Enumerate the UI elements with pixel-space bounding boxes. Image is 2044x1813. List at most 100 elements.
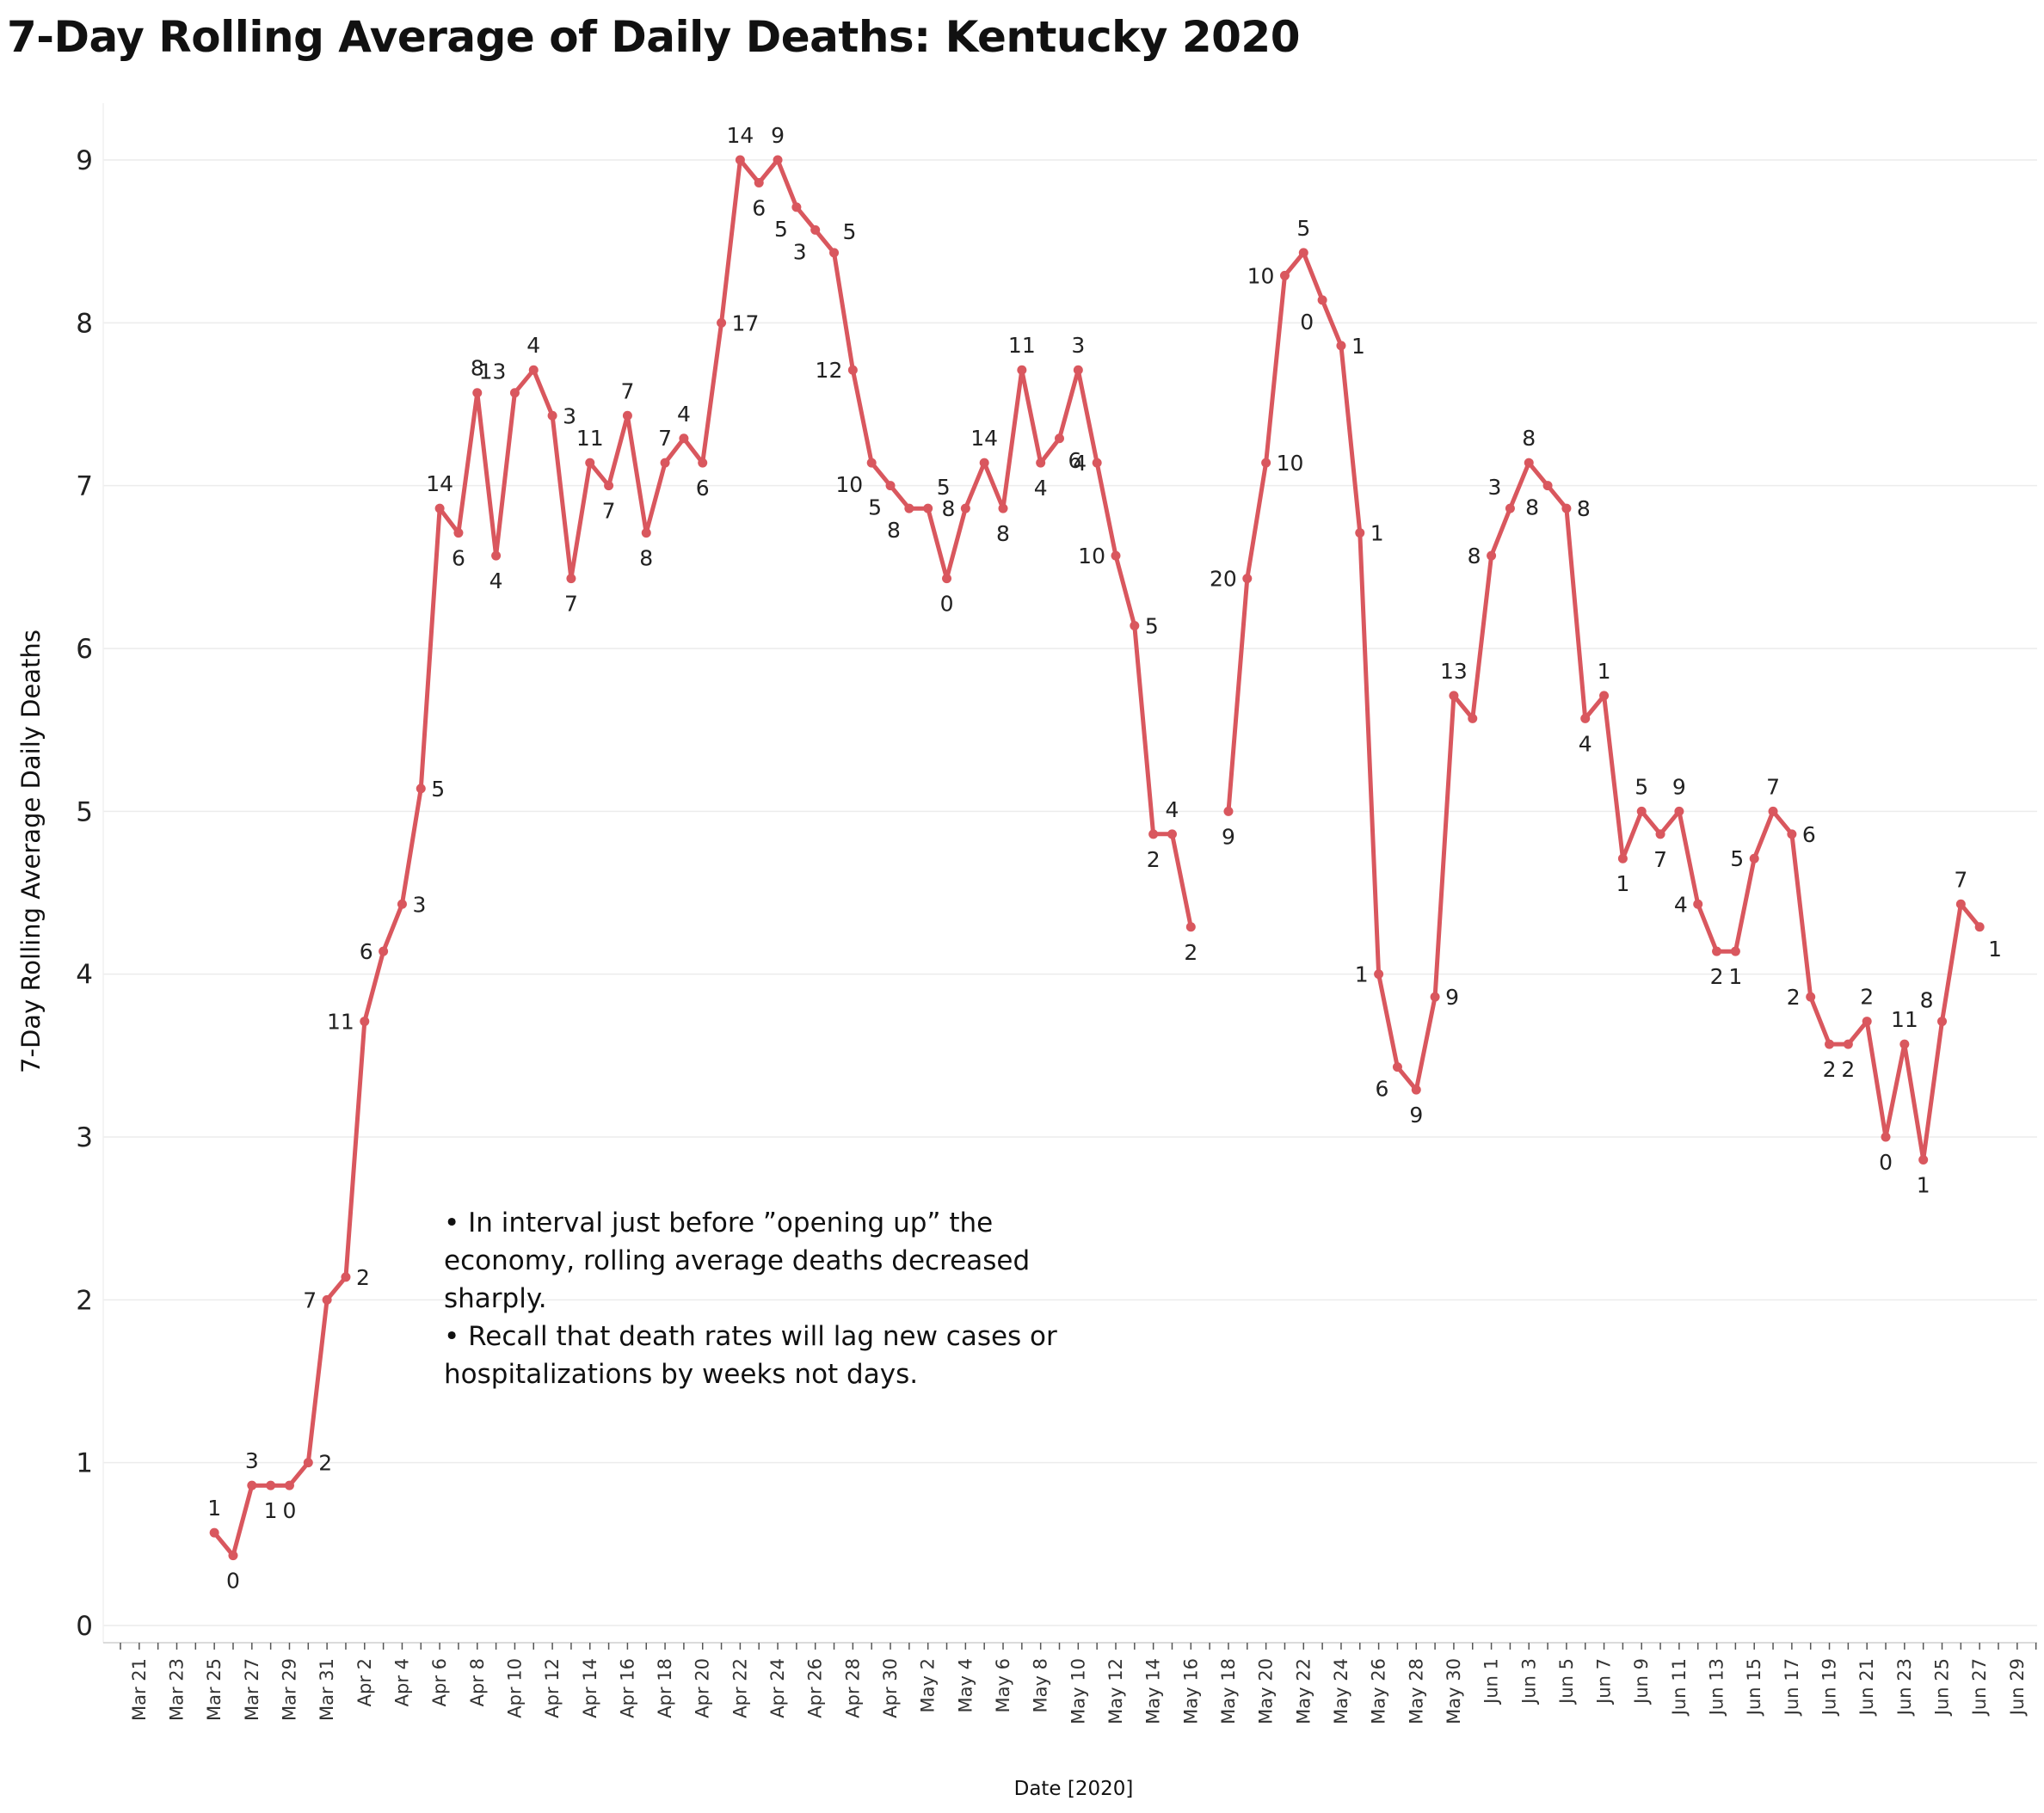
data-label: 5 [1145,613,1159,638]
data-label: 3 [793,239,807,264]
y-axis-title: 7-Day Rolling Average Daily Deaths [16,630,46,1073]
data-point [698,458,708,468]
data-label: 4 [489,568,503,593]
data-point [1974,922,1985,932]
data-label: 1 [1988,937,2002,962]
x-tick-label: Mar 27 [242,1658,262,1721]
x-tick-label: May 18 [1218,1658,1239,1724]
data-point [679,433,689,444]
data-label: 6 [1068,448,1082,473]
data-point [1937,1017,1948,1027]
data-label: 6 [360,939,373,964]
data-label: 4 [1166,797,1179,822]
data-label: 1 [207,1496,221,1521]
data-point [1825,1039,1835,1049]
data-point [923,503,933,513]
x-tick-label: Apr 12 [542,1658,563,1718]
data-point [509,388,520,398]
y-tick-label: 5 [76,796,93,827]
data-point [1017,365,1027,375]
data-point [1862,1017,1872,1027]
x-tick-label: Jun 15 [1744,1658,1764,1717]
data-label: 2 [1823,1057,1837,1082]
data-point [829,248,840,258]
data-label: 9 [1445,985,1459,1010]
x-tick-label: May 12 [1105,1658,1126,1724]
data-label: 1 [1917,1173,1930,1198]
data-point [322,1294,332,1305]
data-point [1430,992,1440,1002]
data-point [1092,458,1102,468]
data-label: 6 [752,196,766,221]
data-label: 6 [1376,1077,1389,1102]
data-label: 1 [1728,964,1742,989]
data-point [1918,1155,1929,1165]
data-point [209,1527,219,1538]
x-tick-label: May 26 [1369,1658,1389,1724]
data-point [228,1551,238,1561]
data-label: 2 [318,1451,332,1476]
data-label: 2 [1841,1057,1855,1082]
x-tick-label: Jun 29 [2007,1658,2028,1717]
data-label: 9 [1672,774,1686,799]
data-point [1580,713,1591,723]
data-point [1411,1085,1421,1095]
data-point [1298,248,1308,258]
data-label: 2 [356,1265,370,1290]
data-label: 5 [1635,774,1648,799]
data-point [1561,503,1572,513]
x-tick-label: Apr 8 [467,1658,488,1706]
data-point [1279,270,1290,280]
data-label: 7 [602,499,616,524]
data-point [810,224,821,235]
data-label: 7 [564,592,578,617]
data-label: 5 [868,495,882,520]
data-label: 20 [1210,567,1237,592]
data-point [1055,433,1064,444]
data-point [1768,806,1778,816]
x-tick-label: Jun 9 [1631,1658,1652,1705]
x-tick-label: Apr 14 [580,1658,600,1718]
x-tick-label: May 2 [918,1658,939,1712]
data-label: 7 [620,378,634,403]
data-point [1336,341,1346,351]
x-tick-label: Mar 31 [317,1658,337,1721]
data-label: 8 [471,356,484,381]
x-tick-label: Jun 25 [1932,1658,1953,1717]
y-axis: 0 1 2 3 4 5 6 7 8 9 [76,145,93,1642]
data-point [866,458,877,468]
data-point [1843,1039,1853,1049]
data-point [1355,528,1365,538]
data-label: 3 [1071,333,1085,358]
data-label: 2 [1710,964,1724,989]
data-label: 0 [1879,1150,1893,1175]
x-tick-label: May 22 [1293,1658,1314,1724]
data-point [754,178,764,188]
data-label: 7 [303,1288,317,1312]
data-label: 5 [937,475,951,500]
x-tick-label: May 20 [1256,1658,1277,1724]
x-axis-title: Date [2020] [1014,1778,1134,1800]
data-label: 1 [1616,871,1629,896]
x-tick-label: Apr 6 [429,1658,450,1706]
y-tick-label: 9 [76,145,93,176]
annotation-note: • In interval just before ”opening up” t… [444,1204,1063,1393]
data-label: 2 [1184,940,1197,965]
data-label: 8 [941,496,955,521]
data-label: 8 [1522,426,1536,451]
x-tick-label: Jun 1 [1481,1658,1502,1705]
data-label: 1 [1598,659,1611,684]
data-point [942,574,952,584]
data-point [1712,946,1722,956]
data-label: 10 [1247,263,1275,288]
data-label: 8 [887,518,901,543]
x-tick-label: Mar 25 [204,1658,225,1721]
data-label: 9 [771,123,785,148]
data-label: 11 [1008,333,1036,358]
data-point [1617,853,1628,863]
data-point [1955,899,1966,909]
x-tick-label: Apr 4 [391,1658,412,1706]
data-point [585,458,595,468]
x-tick-label: May 6 [993,1658,1013,1712]
x-tick-label: Jun 3 [1518,1658,1539,1705]
